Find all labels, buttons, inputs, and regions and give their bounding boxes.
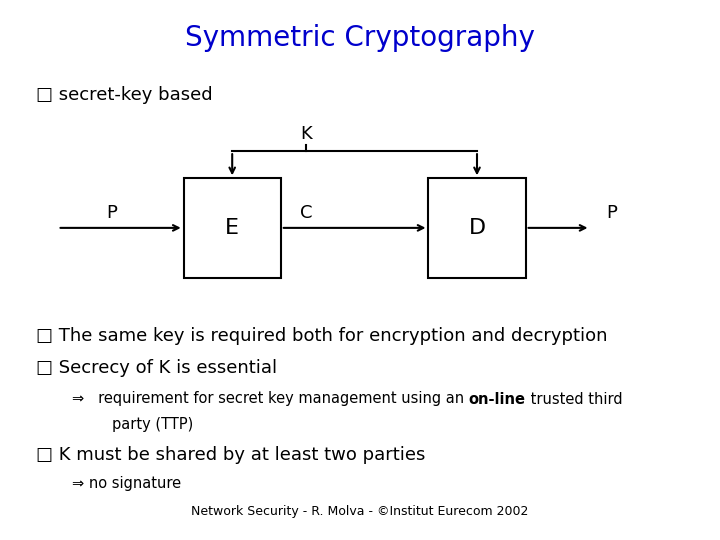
- Text: □ Secrecy of K is essential: □ Secrecy of K is essential: [36, 359, 277, 377]
- Text: D: D: [469, 218, 485, 238]
- Text: □ secret-key based: □ secret-key based: [36, 86, 212, 104]
- Text: Symmetric Cryptography: Symmetric Cryptography: [185, 24, 535, 52]
- Text: party (TTP): party (TTP): [112, 417, 193, 432]
- Bar: [184, 178, 281, 278]
- Text: P: P: [106, 205, 117, 222]
- Text: □ K must be shared by at least two parties: □ K must be shared by at least two parti…: [36, 446, 426, 463]
- Text: ⇒ no signature: ⇒ no signature: [72, 476, 181, 491]
- Text: trusted third: trusted third: [526, 392, 622, 407]
- Text: □ The same key is required both for encryption and decryption: □ The same key is required both for encr…: [36, 327, 608, 345]
- Text: E: E: [225, 218, 239, 238]
- Text: ⇒   requirement for secret key management using an: ⇒ requirement for secret key management …: [72, 392, 469, 407]
- Bar: [428, 178, 526, 278]
- Text: K: K: [300, 125, 312, 143]
- Text: P: P: [606, 205, 618, 222]
- Text: on-line: on-line: [469, 392, 526, 407]
- Text: C: C: [300, 204, 312, 222]
- Text: Network Security - R. Molva - ©Institut Eurecom 2002: Network Security - R. Molva - ©Institut …: [192, 505, 528, 518]
